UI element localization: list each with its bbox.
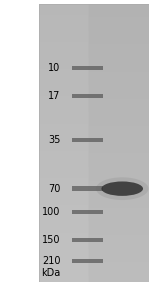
Bar: [72, 238, 102, 242]
Ellipse shape: [96, 177, 148, 200]
Text: 10: 10: [48, 63, 60, 73]
Bar: [72, 138, 102, 142]
Text: 210: 210: [42, 256, 60, 266]
Text: 150: 150: [42, 235, 60, 245]
Bar: [72, 186, 102, 191]
Text: 70: 70: [48, 184, 60, 194]
Bar: [72, 66, 102, 70]
Bar: [72, 94, 102, 98]
Bar: [72, 259, 102, 263]
Text: 17: 17: [48, 91, 60, 101]
Bar: [72, 210, 102, 215]
Text: 100: 100: [42, 207, 60, 217]
Text: kDa: kDa: [41, 268, 60, 278]
Text: 35: 35: [48, 135, 60, 145]
Ellipse shape: [101, 181, 143, 196]
